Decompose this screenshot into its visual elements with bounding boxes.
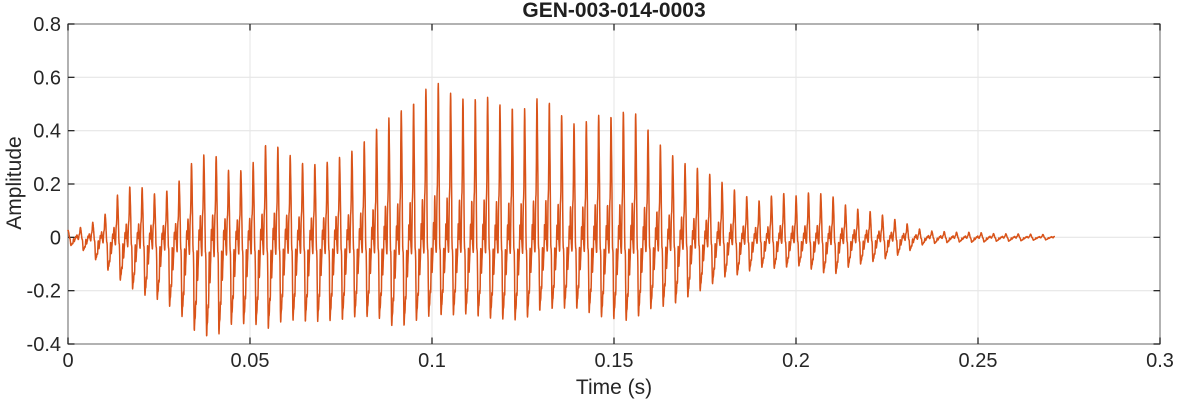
y-axis-label: Amplitude bbox=[3, 136, 26, 230]
y-tick-label: -0.4 bbox=[27, 334, 61, 356]
x-tick-label: 0.25 bbox=[959, 350, 998, 372]
y-tick-label: 0.8 bbox=[33, 14, 61, 36]
y-tick-label: -0.2 bbox=[27, 281, 61, 303]
x-tick-label: 0.3 bbox=[1146, 350, 1174, 372]
x-tick-label: 0.1 bbox=[418, 350, 446, 372]
waveform-line bbox=[67, 82, 1056, 337]
x-tick-label: 0.05 bbox=[231, 350, 270, 372]
y-tick-label: 0 bbox=[50, 227, 61, 249]
x-tick-label: 0 bbox=[62, 350, 73, 372]
y-tick-label: 0.2 bbox=[33, 174, 61, 196]
x-tick-label: 0.15 bbox=[595, 350, 634, 372]
x-axis-label: Time (s) bbox=[575, 376, 653, 399]
y-tick-label: 0.4 bbox=[33, 121, 61, 143]
y-tick-label: 0.6 bbox=[33, 67, 61, 89]
chart-title: GEN-003-014-0003 bbox=[522, 0, 706, 22]
x-tick-label: 0.2 bbox=[782, 350, 810, 372]
